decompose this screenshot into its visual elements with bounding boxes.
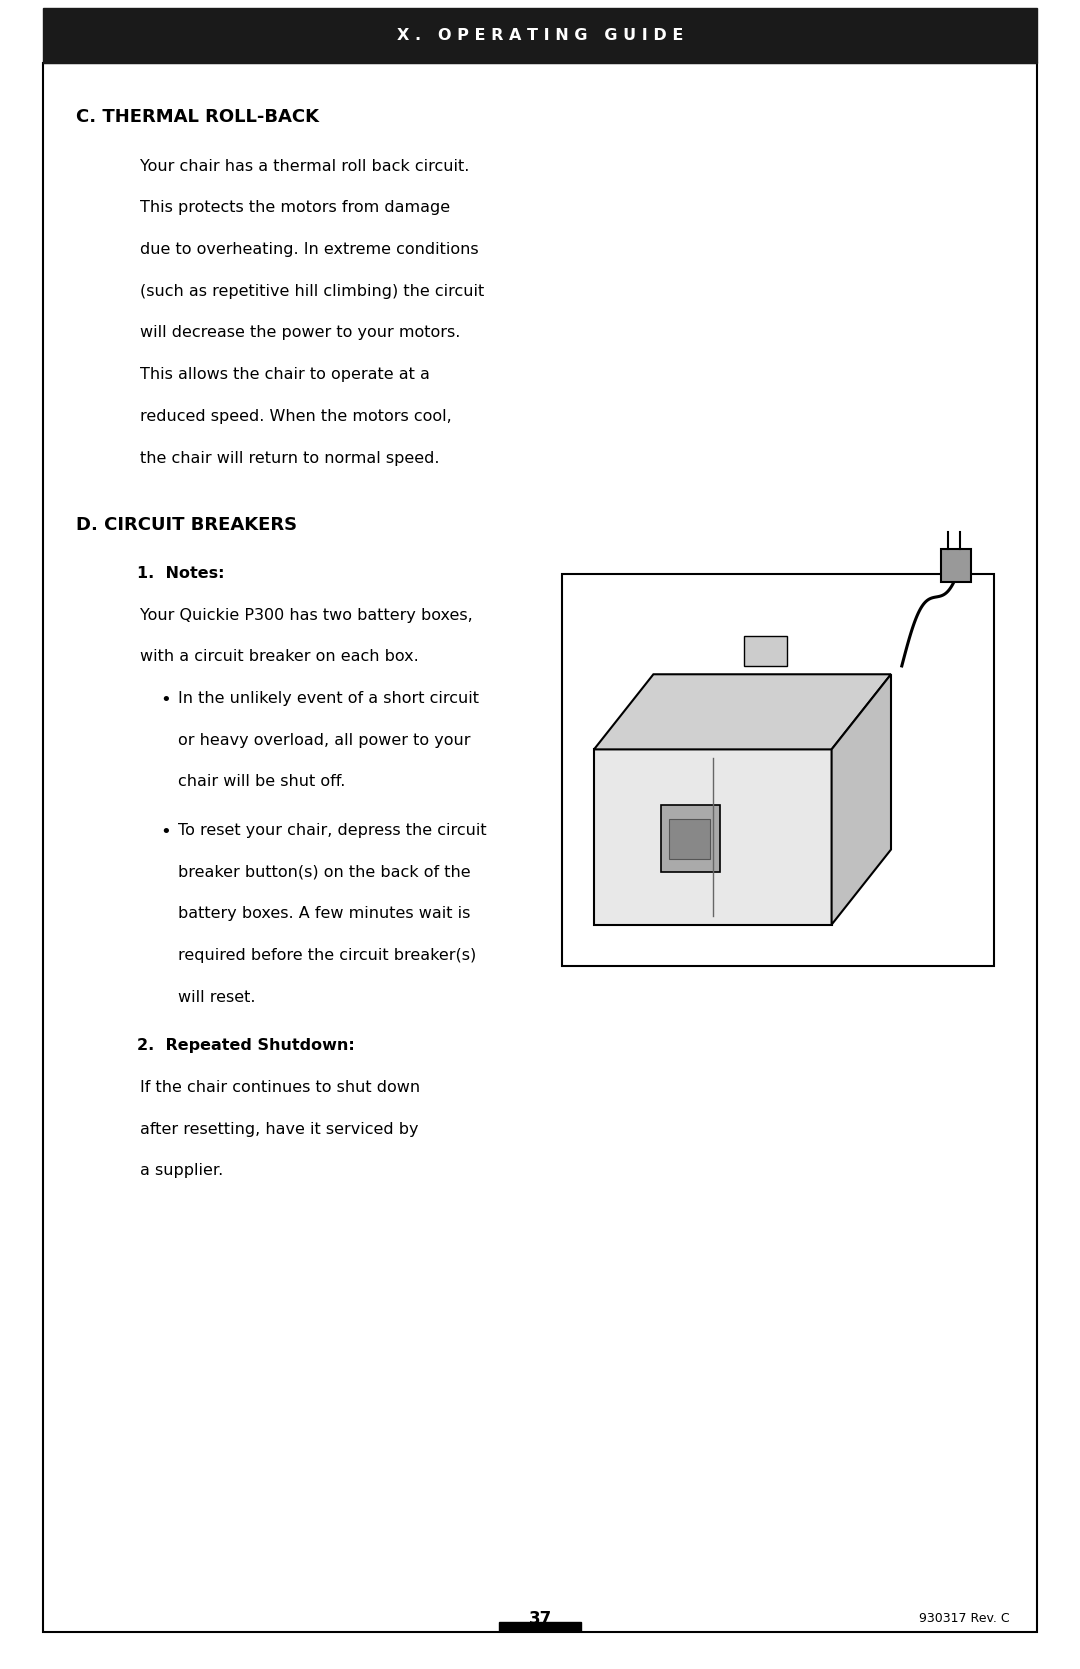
Text: the chair will return to normal speed.: the chair will return to normal speed. [140, 451, 440, 466]
Bar [499, 1622, 581, 1631]
Text: Your chair has a thermal roll back circuit.: Your chair has a thermal roll back circu… [140, 159, 470, 174]
Text: In the unlikely event of a short circuit: In the unlikely event of a short circuit [178, 691, 480, 706]
Text: •: • [160, 823, 171, 841]
Text: required before the circuit breaker(s): required before the circuit breaker(s) [178, 948, 476, 963]
Text: 1.  Notes:: 1. Notes: [137, 566, 225, 581]
Text: chair will be shut off.: chair will be shut off. [178, 774, 346, 789]
Text: reduced speed. When the motors cool,: reduced speed. When the motors cool, [140, 409, 453, 424]
Text: will reset.: will reset. [178, 990, 256, 1005]
Bar [661, 806, 720, 873]
Text: or heavy overload, all power to your: or heavy overload, all power to your [178, 733, 471, 748]
Bar [941, 549, 971, 582]
Polygon shape [594, 674, 891, 749]
Text: This protects the motors from damage: This protects the motors from damage [140, 200, 450, 215]
Text: 930317 Rev. C: 930317 Rev. C [919, 1612, 1010, 1626]
Text: If the chair continues to shut down: If the chair continues to shut down [140, 1080, 420, 1095]
Text: will decrease the power to your motors.: will decrease the power to your motors. [140, 325, 461, 340]
Text: due to overheating. In extreme conditions: due to overheating. In extreme condition… [140, 242, 480, 257]
Text: battery boxes. A few minutes wait is: battery boxes. A few minutes wait is [178, 906, 471, 921]
Bar [594, 749, 832, 925]
Text: a supplier.: a supplier. [140, 1163, 224, 1178]
Text: C. THERMAL ROLL-BACK: C. THERMAL ROLL-BACK [76, 108, 319, 127]
Polygon shape [832, 674, 891, 925]
Text: 2.  Repeated Shutdown:: 2. Repeated Shutdown: [137, 1038, 355, 1053]
Text: breaker button(s) on the back of the: breaker button(s) on the back of the [178, 865, 471, 880]
Text: This allows the chair to operate at a: This allows the chair to operate at a [140, 367, 430, 382]
Text: To reset your chair, depress the circuit: To reset your chair, depress the circuit [178, 823, 487, 838]
Text: with a circuit breaker on each box.: with a circuit breaker on each box. [140, 649, 419, 664]
Bar [670, 819, 711, 860]
Bar [43, 8, 1037, 63]
Text: X .   O P E R A T I N G   G U I D E: X . O P E R A T I N G G U I D E [396, 28, 684, 43]
Text: (such as repetitive hill climbing) the circuit: (such as repetitive hill climbing) the c… [140, 284, 485, 299]
Text: Your Quickie P300 has two battery boxes,: Your Quickie P300 has two battery boxes, [140, 608, 473, 623]
Bar [562, 574, 994, 966]
Text: •: • [160, 691, 171, 709]
Text: 37: 37 [528, 1611, 552, 1627]
Text: D. CIRCUIT BREAKERS: D. CIRCUIT BREAKERS [76, 516, 297, 534]
Bar [744, 636, 787, 666]
Text: after resetting, have it serviced by: after resetting, have it serviced by [140, 1122, 419, 1137]
